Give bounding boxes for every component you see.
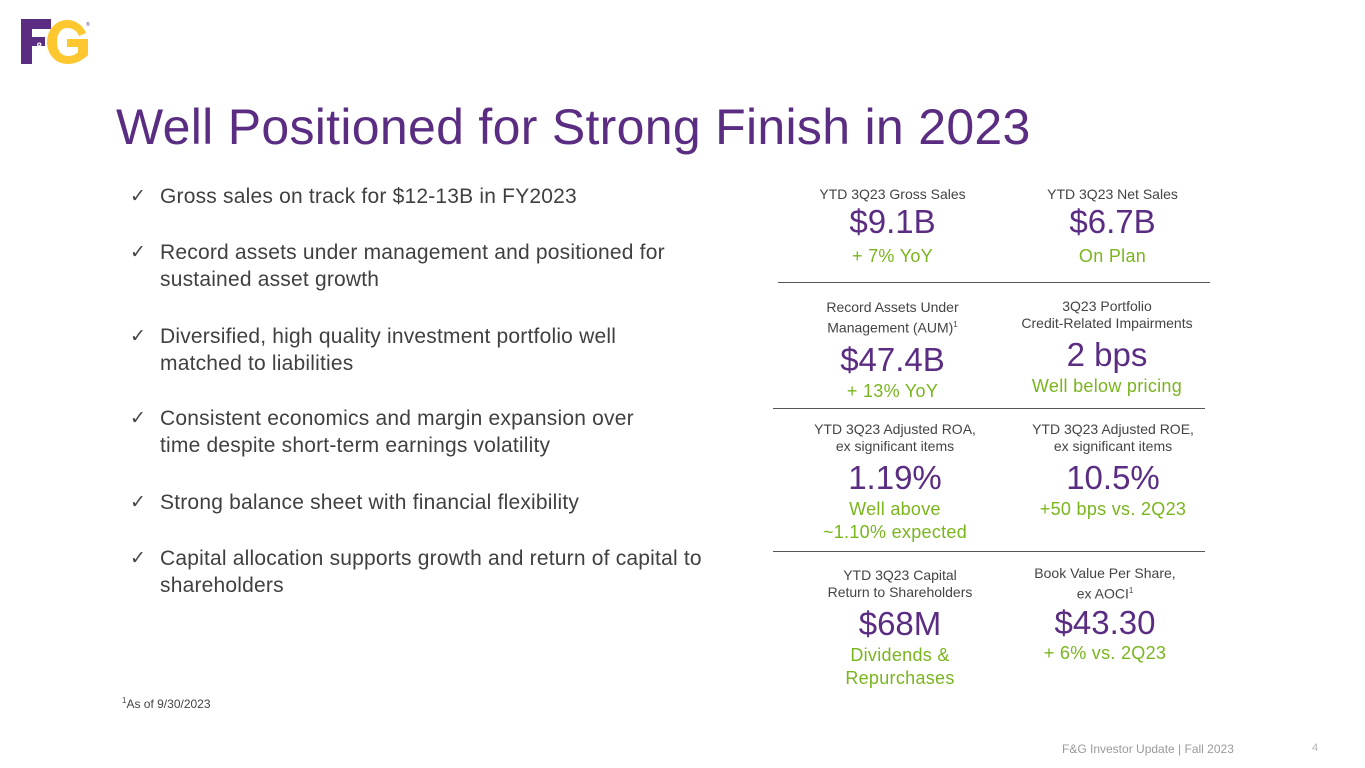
metric-note: Dividends & <box>850 645 950 665</box>
metric-gross-sales: YTD 3Q23 Gross Sales $9.1B + 7% YoY <box>770 186 1015 268</box>
metric-value: $6.7B <box>1069 203 1156 240</box>
metric-label: YTD 3Q23 Adjusted ROE, <box>1032 421 1194 437</box>
svg-text:&: & <box>35 40 44 54</box>
metric-note: +50 bps vs. 2Q23 <box>1039 499 1187 519</box>
metric-value: 2 bps <box>1066 336 1148 373</box>
metric-note: + 13% YoY <box>846 380 939 401</box>
check-icon: ✓ <box>130 408 146 429</box>
metric-roa: YTD 3Q23 Adjusted ROA, ex significant it… <box>795 421 995 544</box>
metric-net-sales: YTD 3Q23 Net Sales $6.7B On Plan <box>1015 186 1210 268</box>
bullet-text: Capital allocation supports growth and r… <box>160 547 702 597</box>
metric-label: YTD 3Q23 Gross Sales <box>819 186 966 202</box>
metric-value: 1.19% <box>848 459 942 496</box>
svg-text:®: ® <box>86 21 90 28</box>
metric-note: + 6% vs. 2Q23 <box>1043 642 1167 663</box>
bullet-text: Strong balance sheet with financial flex… <box>160 491 580 514</box>
bullet-text: Diversified, high quality investment por… <box>160 325 617 375</box>
metric-note: On Plan <box>1078 246 1147 266</box>
bullet-text: Gross sales on track for $12-13B in FY20… <box>160 185 577 208</box>
footer-text: F&G Investor Update | Fall 2023 <box>1062 742 1234 756</box>
metric-impairments: 3Q23 Portfolio Credit-Related Impairment… <box>1012 298 1202 398</box>
metric-label: Credit-Related Impairments <box>1021 315 1193 331</box>
metric-note: + 7% YoY <box>852 246 933 266</box>
metric-aum: Record Assets Under Management (AUM)1 $4… <box>770 299 1015 403</box>
metric-label: YTD 3Q23 Net Sales <box>1047 186 1178 202</box>
metric-capital-return: YTD 3Q23 Capital Return to Shareholders … <box>800 567 1000 690</box>
metric-label: Book Value Per Share, <box>1034 565 1176 581</box>
metric-label: Record Assets Under <box>826 299 959 315</box>
bullet-text: Consistent economics and margin expansio… <box>160 407 634 457</box>
metric-label: 3Q23 Portfolio <box>1062 298 1152 314</box>
footnote: 1As of 9/30/2023 <box>122 696 211 711</box>
metric-book-value: Book Value Per Share, ex AOCI1 $43.30 + … <box>1005 565 1205 665</box>
metric-value: $47.4B <box>840 340 945 378</box>
fg-logo: & ® <box>21 19 90 64</box>
metric-value: 10.5% <box>1066 459 1160 496</box>
metric-value: $68M <box>858 605 942 642</box>
metric-label: YTD 3Q23 Adjusted ROA, <box>814 421 976 437</box>
metric-value: $9.1B <box>849 203 936 240</box>
page-number: 4 <box>1312 742 1319 754</box>
bullet-text: Record assets under management and posit… <box>160 241 665 291</box>
check-icon: ✓ <box>130 186 146 207</box>
metric-label: ex AOCI1 <box>1076 585 1134 602</box>
metric-label: YTD 3Q23 Capital <box>843 567 957 583</box>
metric-value: $43.30 <box>1054 603 1156 641</box>
metric-roe: YTD 3Q23 Adjusted ROE, ex significant it… <box>1013 421 1213 521</box>
metric-label: ex significant items <box>835 438 955 454</box>
page-title: Well Positioned for Strong Finish in 202… <box>116 99 1031 155</box>
check-icon: ✓ <box>130 242 146 263</box>
metric-note: ~1.10% expected <box>822 522 968 542</box>
metric-label: Management (AUM)1 <box>827 319 958 336</box>
metrics-grid: YTD 3Q23 Gross Sales $9.1B + 7% YoY YTD … <box>770 180 1220 700</box>
check-icon: ✓ <box>130 548 146 569</box>
metric-label: Return to Shareholders <box>827 584 973 600</box>
metric-label: ex significant items <box>1053 438 1173 454</box>
metric-note: Well above <box>849 499 941 519</box>
check-icon: ✓ <box>130 492 146 513</box>
metric-note: Repurchases <box>845 668 955 688</box>
divider <box>773 408 1205 409</box>
divider <box>773 551 1205 552</box>
check-icon: ✓ <box>130 326 146 347</box>
divider <box>778 282 1210 283</box>
metric-note: Well below pricing <box>1031 376 1183 396</box>
